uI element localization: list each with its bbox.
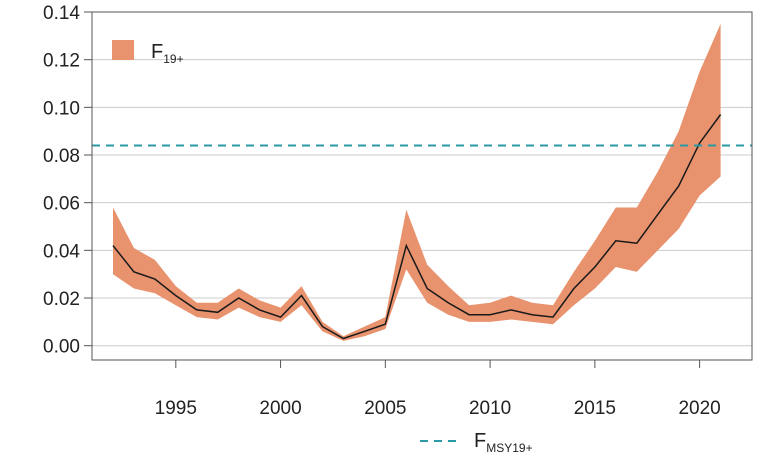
x-tick-label: 2010 xyxy=(469,398,511,419)
legend-label-fmsy: FMSY19+ xyxy=(474,430,533,455)
x-axis: 1995 2000 2005 2010 2015 2020 xyxy=(155,360,721,419)
y-tick-label: 0.00 xyxy=(43,337,80,358)
legend-band: F19+ xyxy=(112,40,184,66)
y-tick-label: 0.02 xyxy=(43,289,80,310)
y-tick-label: 0.04 xyxy=(43,241,80,262)
y-tick-label: 0.06 xyxy=(43,194,80,215)
y-tick-label: 0.10 xyxy=(43,98,80,119)
plot-frame xyxy=(91,11,753,361)
y-tick-label: 0.14 xyxy=(43,3,80,24)
y-tick-label: 0.12 xyxy=(43,51,80,72)
grid-lines xyxy=(92,11,752,347)
confidence-band xyxy=(113,23,721,341)
legend-swatch-f19 xyxy=(112,40,134,60)
legend-reference: FMSY19+ xyxy=(420,430,533,455)
f19-series-line xyxy=(112,114,722,340)
x-tick-label: 2020 xyxy=(678,398,720,419)
y-tick-label: 0.08 xyxy=(43,146,80,167)
x-tick-label: 1995 xyxy=(155,398,197,419)
y-axis: 0.00 0.02 0.04 0.06 0.08 0.10 0.12 0.14 xyxy=(43,3,92,358)
x-tick-label: 2000 xyxy=(259,398,301,419)
legend-label-f19: F19+ xyxy=(151,41,184,66)
x-tick-label: 2015 xyxy=(574,398,616,419)
x-tick-label: 2005 xyxy=(364,398,406,419)
